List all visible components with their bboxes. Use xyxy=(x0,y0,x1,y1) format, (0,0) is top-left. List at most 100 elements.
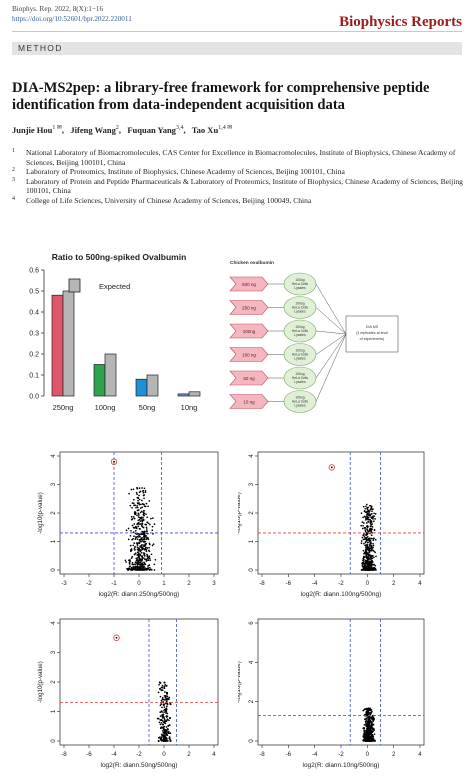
data-point xyxy=(141,547,143,550)
data-point xyxy=(138,535,141,538)
data-point xyxy=(364,718,366,720)
lysate-label: HeLa Cells xyxy=(292,400,308,404)
data-point xyxy=(147,559,150,562)
data-point xyxy=(163,695,166,697)
data-point xyxy=(141,506,143,509)
data-point xyxy=(365,517,368,520)
data-point xyxy=(368,538,371,540)
data-point xyxy=(365,708,367,710)
data-point xyxy=(137,519,140,522)
affiliation-text: Laboratory of Proteomics, Institute of B… xyxy=(26,167,345,177)
data-point xyxy=(370,545,373,547)
data-point xyxy=(369,513,372,516)
data-point xyxy=(160,689,163,692)
data-point xyxy=(364,515,366,518)
data-point xyxy=(363,739,366,742)
data-point xyxy=(369,735,372,738)
y-tick-label: 4 xyxy=(50,454,57,458)
data-point xyxy=(148,543,151,546)
y-tick-label: 0.0 xyxy=(29,394,39,401)
data-point xyxy=(361,536,364,539)
data-point xyxy=(159,736,161,738)
data-point xyxy=(370,530,373,533)
data-point xyxy=(131,561,134,564)
data-point xyxy=(134,561,137,564)
doi-link[interactable]: https://doi.org/10.52601/bpr.2022.220011 xyxy=(12,14,132,23)
data-point xyxy=(137,552,140,554)
data-point xyxy=(363,723,366,726)
data-point xyxy=(374,564,377,567)
data-point xyxy=(363,510,366,513)
data-point xyxy=(142,489,145,492)
affiliation-text: Laboratory of Protein and Peptide Pharma… xyxy=(26,176,463,196)
author-affil: 3,4 xyxy=(175,125,184,131)
data-point xyxy=(163,725,166,728)
data-point xyxy=(363,563,366,566)
x-tick-label: -6 xyxy=(286,751,292,758)
data-point xyxy=(168,736,171,738)
data-point xyxy=(166,727,169,730)
data-point xyxy=(365,739,367,742)
data-point xyxy=(371,726,373,729)
data-point xyxy=(362,524,364,527)
data-point xyxy=(149,566,151,569)
x-tick-label: 2 xyxy=(392,580,396,587)
data-point xyxy=(130,548,133,550)
data-point xyxy=(367,521,370,523)
data-point xyxy=(145,534,147,537)
data-point xyxy=(154,558,157,561)
data-point xyxy=(137,512,140,515)
data-point xyxy=(142,563,145,566)
sample-label: 250 ng xyxy=(242,305,256,310)
data-point xyxy=(361,564,364,566)
data-point xyxy=(128,492,130,495)
data-point xyxy=(364,530,367,533)
data-point xyxy=(169,717,171,719)
data-point xyxy=(366,712,369,714)
data-point xyxy=(365,710,368,713)
author-affil: 1 ✉ xyxy=(52,125,62,131)
data-point xyxy=(135,491,138,494)
data-point xyxy=(363,522,365,524)
data-point xyxy=(136,505,138,507)
volcano-plot-50ng: -8 -6 -4 -2 0 2 4 0 1 2 3 4 log2(R: diann.50ng/500ng… xyxy=(37,618,219,769)
connector-line xyxy=(315,333,347,379)
volcano-plot-10ng: -8 -6 -4 -2 0 2 4 0 2 4 6 log2(R: diann.10ng/500ng)… xyxy=(238,618,425,769)
data-point xyxy=(366,528,368,530)
data-point xyxy=(147,522,150,525)
data-point xyxy=(370,567,373,569)
data-point xyxy=(140,533,142,536)
x-tick-label: 0 xyxy=(366,580,370,587)
data-point xyxy=(165,737,167,739)
data-point xyxy=(366,720,369,723)
ratio-bar-chart: Ratio to 500ng-spiked Ovalbumin 0.00.10.… xyxy=(29,252,201,412)
data-point xyxy=(370,537,373,540)
data-point xyxy=(164,729,167,732)
data-point xyxy=(362,566,365,569)
data-point xyxy=(133,523,136,525)
data-point xyxy=(142,538,145,541)
data-point xyxy=(373,740,375,742)
data-point xyxy=(372,542,374,545)
y-tick-label: 0.2 xyxy=(29,352,39,359)
data-point xyxy=(165,684,168,687)
data-point xyxy=(143,497,145,500)
data-point xyxy=(365,712,368,715)
data-point xyxy=(368,727,370,730)
lysate-label: HeLa Cells xyxy=(292,306,308,310)
data-point xyxy=(370,523,372,526)
data-point xyxy=(366,553,369,556)
data-point xyxy=(152,543,155,545)
data-point xyxy=(371,531,374,534)
data-point xyxy=(136,535,139,538)
x-axis-label: log2(R: diann.50ng/500ng) xyxy=(101,762,178,769)
data-point xyxy=(143,552,146,555)
data-point xyxy=(368,558,370,560)
data-point xyxy=(139,561,141,564)
data-point xyxy=(158,683,160,686)
data-point xyxy=(365,732,367,735)
data-point xyxy=(373,556,375,559)
data-point xyxy=(360,512,363,515)
x-tick-label: -6 xyxy=(286,580,292,587)
data-point xyxy=(367,541,369,544)
